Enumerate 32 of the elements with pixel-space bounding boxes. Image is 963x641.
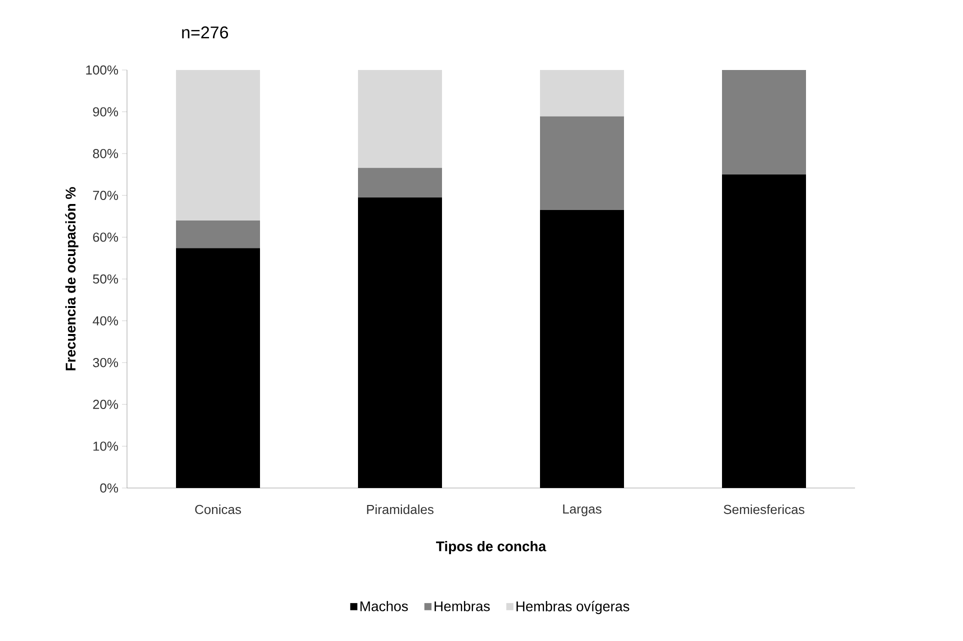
y-tick-label: 30%	[92, 358, 118, 368]
x-tick-label: Semiesfericas	[724, 504, 804, 514]
y-tick-label: 10%	[93, 442, 118, 451]
legend-label: Hembras	[434, 600, 490, 612]
y-tick-label: 60%	[93, 232, 118, 242]
bar	[722, 174, 806, 488]
bar	[176, 220, 260, 248]
x-tick-label: Largas	[563, 504, 602, 516]
y-tick-label: 20%	[93, 400, 118, 409]
y-tick-label: 50%	[92, 274, 118, 284]
bar	[540, 116, 624, 210]
y-tick-label: 90%	[93, 107, 118, 116]
bar	[722, 70, 806, 174]
bar	[358, 70, 442, 168]
x-tick-label: Piramidales	[367, 504, 434, 514]
bar	[176, 70, 260, 220]
x-axis-title: Tipos de concha	[436, 541, 546, 554]
legend-label: Machos	[360, 600, 408, 612]
bar	[540, 210, 624, 488]
y-tick-label: 100%	[86, 65, 118, 75]
y-axis-title: Frecuencia de ocupación %	[65, 187, 78, 370]
y-tick-label: 40%	[92, 316, 118, 326]
bar	[176, 248, 260, 488]
bar	[540, 70, 624, 116]
y-tick-label: 70%	[93, 190, 118, 200]
chart-title: n=276	[182, 26, 228, 38]
bar	[358, 168, 442, 198]
y-tick-label: 80%	[93, 148, 118, 158]
y-tick-label: 0%	[100, 483, 118, 493]
x-tick-label: Conicas	[195, 504, 242, 514]
legend-label: Hembras ovígeras	[516, 600, 630, 614]
bar	[358, 197, 442, 488]
